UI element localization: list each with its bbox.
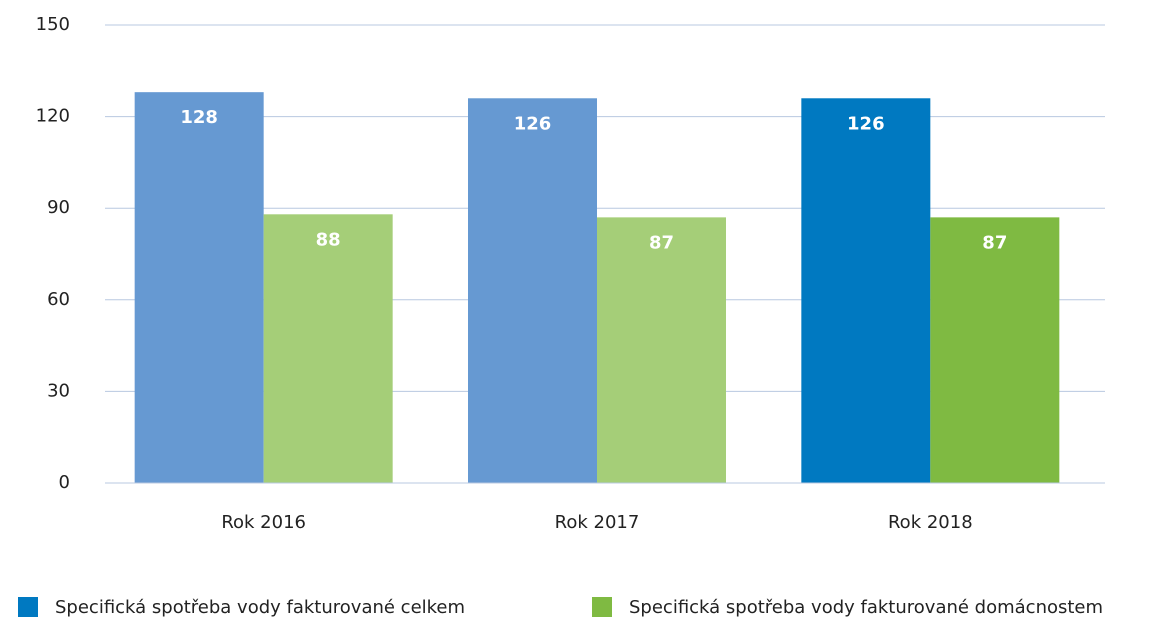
bar [801, 98, 931, 483]
value-label: 87 [982, 232, 1007, 253]
bar [930, 217, 1060, 484]
value-label: 126 [514, 113, 552, 134]
legend-swatch [592, 597, 612, 617]
x-tick-label: Rok 2018 [888, 512, 973, 533]
bar [263, 214, 393, 483]
y-tick-label: 150 [36, 14, 70, 35]
y-tick-label: 120 [36, 106, 70, 127]
x-tick-label: Rok 2016 [221, 512, 306, 533]
value-label: 88 [316, 229, 341, 250]
value-label: 87 [649, 232, 674, 253]
bar [468, 98, 597, 483]
legend-label: Specifická spotřeba vody fakturované dom… [629, 597, 1103, 618]
x-tick-label: Rok 2017 [555, 512, 640, 533]
y-tick-label: 0 [59, 472, 70, 493]
value-label: 126 [847, 113, 885, 134]
value-label: 128 [180, 107, 218, 128]
bar [134, 92, 264, 483]
y-tick-label: 30 [47, 380, 70, 401]
y-tick-label: 60 [47, 289, 70, 310]
y-tick-label: 90 [47, 197, 70, 218]
bar [597, 217, 726, 484]
legend-swatch [18, 597, 38, 617]
legend-label: Specifická spotřeba vody fakturované cel… [55, 597, 465, 618]
